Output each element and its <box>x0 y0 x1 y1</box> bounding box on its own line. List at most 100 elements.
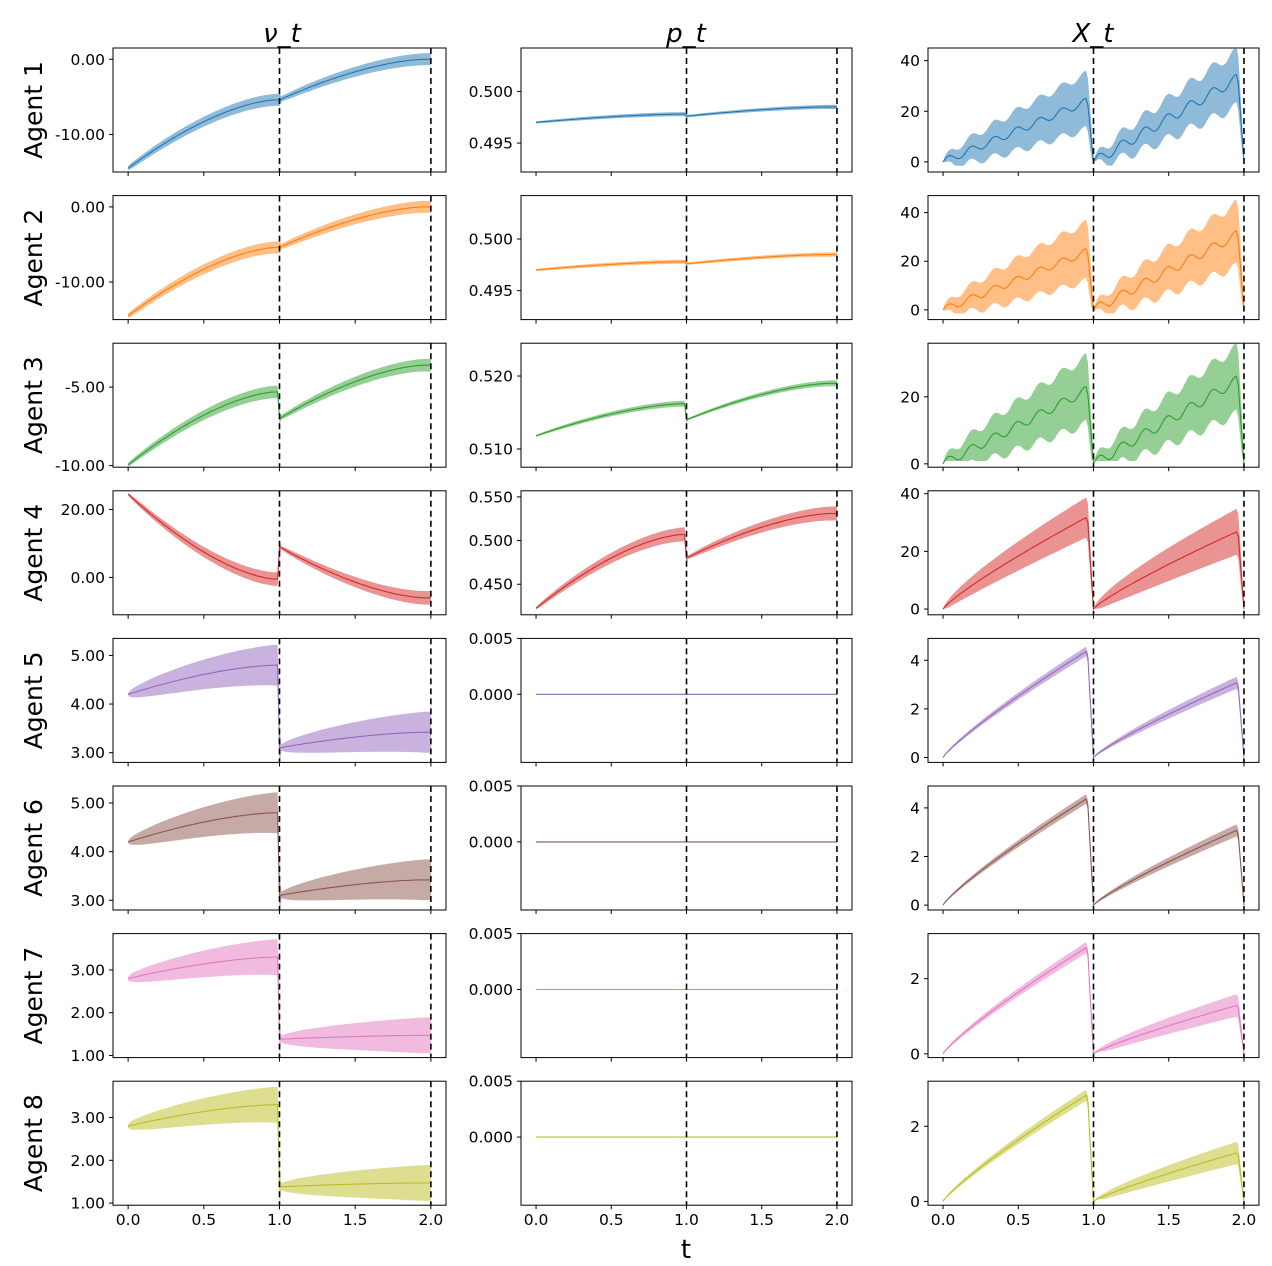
y-tick-label: 2 <box>910 700 920 718</box>
y-tick-label: 0.00 <box>70 198 105 216</box>
y-tick-label: -10.00 <box>55 457 105 475</box>
y-tick-label: 0.005 <box>469 630 513 648</box>
y-tick-label: 0.500 <box>469 231 513 249</box>
panel-X-row-4: 40 20 0 <box>900 485 1260 619</box>
panel-X-row-5: 4 2 0 <box>910 637 1260 767</box>
row-label: Agent 1 <box>19 61 48 159</box>
y-tick-label: 0.000 <box>469 1129 513 1147</box>
y-tick-label: 0 <box>910 301 920 319</box>
panel-X-row-7: 20 <box>910 933 1260 1063</box>
y-tick-label: 3.00 <box>70 892 105 910</box>
y-tick-label: 1.00 <box>70 1195 105 1213</box>
row-label: Agent 7 <box>19 947 48 1045</box>
x-tick-label: 1.0 <box>267 1211 292 1229</box>
row-label: Agent 2 <box>19 209 48 307</box>
y-tick-label: 0 <box>910 749 920 767</box>
y-tick-label: 0 <box>910 1045 920 1063</box>
confidence-band <box>943 199 1244 314</box>
y-tick-label: 0.000 <box>469 981 513 999</box>
y-tick-label: 3.00 <box>70 744 105 762</box>
y-tick-label: 2 <box>910 1118 920 1136</box>
y-tick-label: 0.495 <box>469 282 513 300</box>
mean-line <box>127 493 431 599</box>
y-tick-label: 0.00 <box>70 51 105 69</box>
x-tick-label: 0.0 <box>116 1211 141 1229</box>
x-tick-label: 0.5 <box>599 1211 624 1229</box>
y-tick-label: 0.005 <box>469 925 513 943</box>
confidence-band <box>128 200 431 319</box>
column-title-p: p_t <box>665 19 707 49</box>
y-tick-label: 0.450 <box>469 576 513 594</box>
y-tick-label: 20 <box>900 103 920 121</box>
y-tick-label: 3.00 <box>70 961 105 979</box>
y-tick-label: 0.510 <box>469 440 513 458</box>
mean-line <box>535 512 837 609</box>
y-tick-label: 5.00 <box>70 795 105 813</box>
x-tick-label: 1.0 <box>1081 1211 1106 1229</box>
x-axis-label: t <box>681 1235 691 1265</box>
mean-line <box>942 798 1245 907</box>
confidence-band <box>943 342 1244 464</box>
panel-X-row-2: 40 20 0 <box>900 195 1260 324</box>
panel-p-row-7: 0.005 0.000 <box>469 925 853 1062</box>
y-tick-label: 0 <box>910 153 920 171</box>
panel-X-row-3: 20 0 <box>900 342 1260 473</box>
y-tick-label: 0 <box>910 455 920 473</box>
y-tick-label: 4.00 <box>70 696 105 714</box>
y-tick-label: 0.005 <box>469 1073 513 1091</box>
row-label: Agent 3 <box>19 356 48 454</box>
y-tick-label: 0.00 <box>70 569 105 587</box>
y-tick-label: 20.00 <box>61 501 105 519</box>
panel-p-row-1: 0.500 0.495 <box>469 47 853 176</box>
y-tick-label: 0.550 <box>469 488 513 506</box>
y-tick-label: 20 <box>900 388 920 406</box>
y-tick-label: 20 <box>900 543 920 561</box>
y-tick-label: 0 <box>910 897 920 915</box>
row-label: Agent 5 <box>19 651 48 749</box>
x-tick-label: 1.0 <box>674 1211 699 1229</box>
mean-line <box>535 253 837 271</box>
y-tick-label: -10.00 <box>55 274 105 292</box>
y-tick-label: 5.00 <box>70 647 105 665</box>
y-tick-label: 40 <box>900 485 920 503</box>
y-tick-label: -10.00 <box>55 126 105 144</box>
mean-line <box>942 650 1245 759</box>
y-tick-label: 40 <box>900 204 920 222</box>
y-tick-label: 0 <box>910 601 920 619</box>
panel-nu-row-8: 3.00 2.00 1.00 0.0 0.5 1.0 1.5 2.0 <box>70 1080 447 1229</box>
panel-X-row-8: 2 0 0.0 0.5 1.0 1.5 2.0 <box>910 1080 1260 1229</box>
confidence-band <box>128 53 431 171</box>
y-tick-label: 4 <box>910 799 920 817</box>
mean-line <box>535 106 837 123</box>
y-tick-label: 2 <box>910 970 920 988</box>
panel-nu-row-1: 0.00 -10.00 <box>55 47 447 176</box>
mean-line <box>942 516 1245 611</box>
y-tick-label: 3.00 <box>70 1109 105 1127</box>
x-tick-label: 1.5 <box>749 1211 774 1229</box>
x-tick-label: 1.5 <box>1156 1211 1181 1229</box>
y-tick-label: 0.000 <box>469 686 513 704</box>
panel-nu-row-6: 5.00 4.00 3.00 <box>70 785 447 916</box>
x-tick-label: 0.5 <box>1006 1211 1031 1229</box>
x-tick-label: 2.0 <box>1232 1211 1257 1229</box>
panel-p-row-6: 0.005 0.000 <box>469 778 853 914</box>
panel-p-row-5: 0.005 0.000 <box>469 630 853 767</box>
column-title-nu: ν_t <box>263 19 302 49</box>
panel-p-row-4: 0.550 0.500 0.450 <box>469 488 853 619</box>
y-tick-label: 0.520 <box>469 368 513 386</box>
y-tick-label: 4 <box>910 652 920 670</box>
panel-p-row-3: 0.520 0.510 <box>469 342 853 472</box>
y-tick-label: -5.00 <box>65 379 105 397</box>
panel-nu-row-2: 0.00 -10.00 <box>55 195 447 324</box>
panel-X-row-1: 40 20 0 <box>900 46 1260 176</box>
mean-line <box>127 812 431 897</box>
x-tick-label: 0.5 <box>191 1211 216 1229</box>
y-tick-label: 0 <box>910 1193 920 1211</box>
confidence-band <box>943 46 1244 166</box>
y-tick-label: 2.00 <box>70 1152 105 1170</box>
panel-nu-row-4: 20.00 0.00 <box>61 490 447 619</box>
x-tick-label: 0.0 <box>524 1211 549 1229</box>
y-tick-label: 0.500 <box>469 532 513 550</box>
y-tick-label: 4.00 <box>70 843 105 861</box>
y-tick-label: 2.00 <box>70 1004 105 1022</box>
